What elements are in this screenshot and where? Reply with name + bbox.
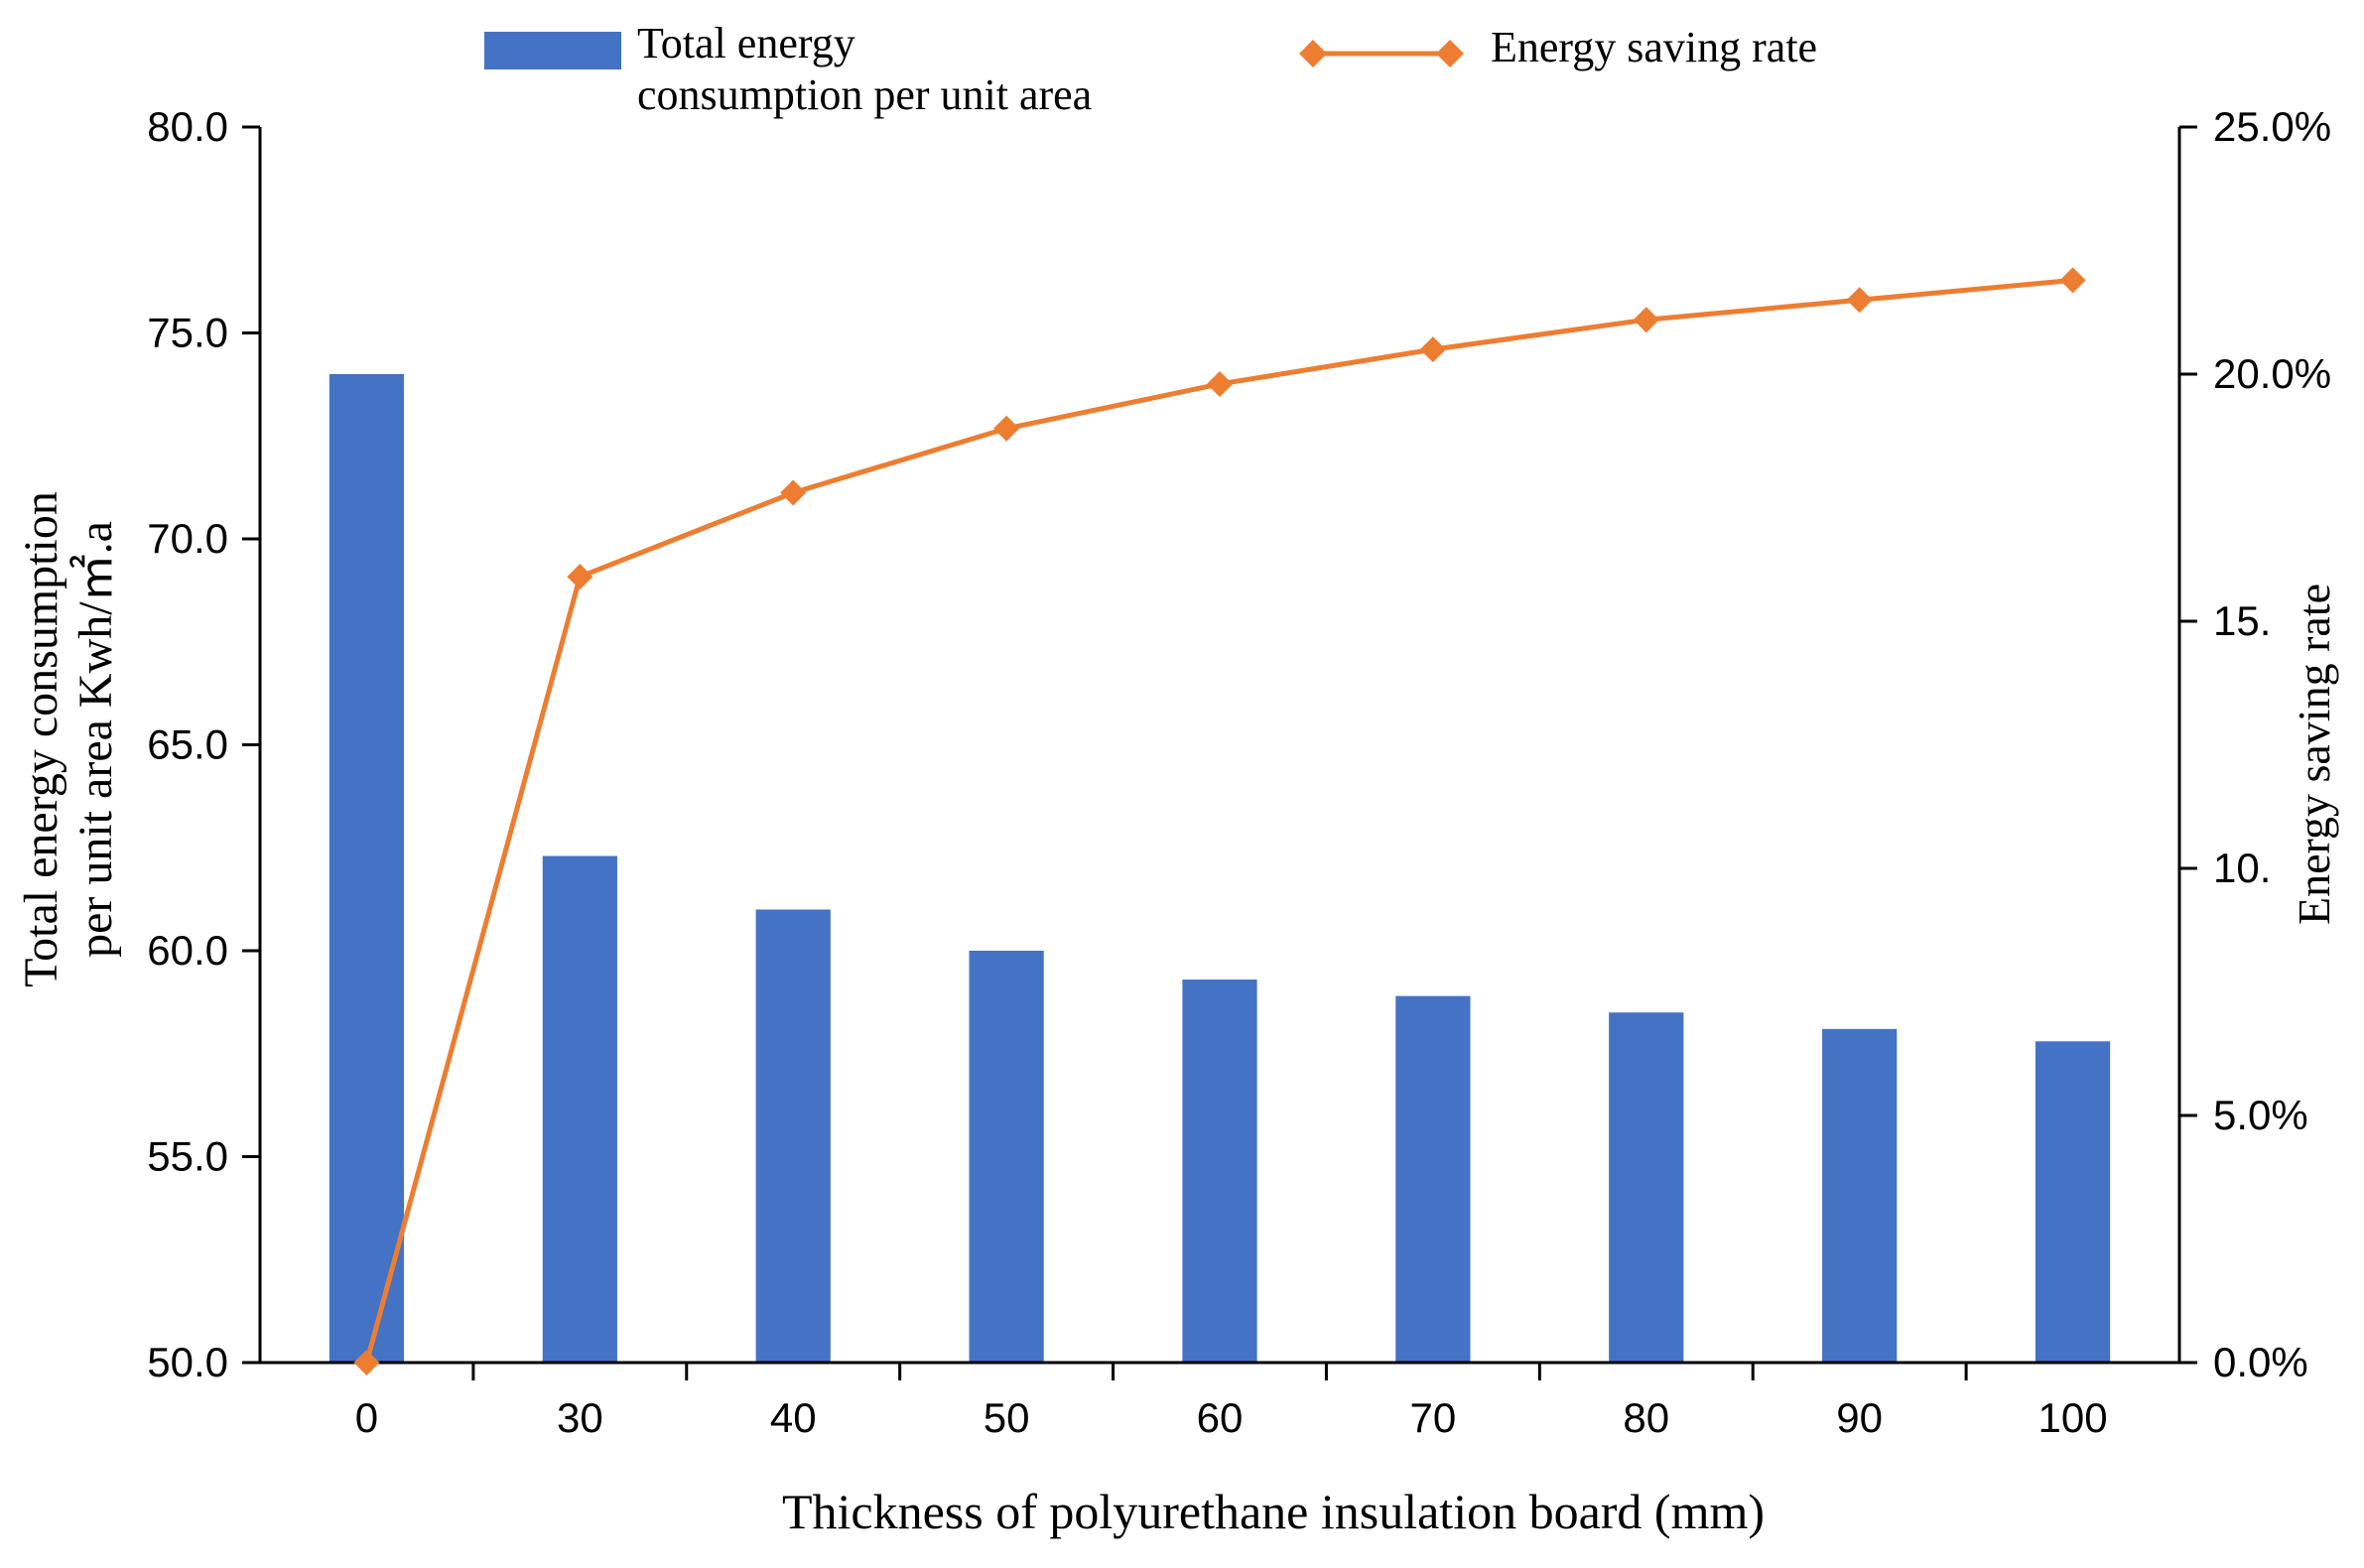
legend: Total energy consumption per unit area E… bbox=[484, 19, 1817, 119]
x-tick-label: 0 bbox=[355, 1394, 378, 1441]
line-point-30 bbox=[567, 564, 593, 590]
bar-50 bbox=[969, 951, 1044, 1363]
x-tick-label: 30 bbox=[557, 1394, 603, 1441]
line-point-50 bbox=[993, 415, 1020, 442]
y-right-tick-label: 0.0% bbox=[2213, 1339, 2308, 1385]
bar-0 bbox=[328, 374, 405, 1363]
axes: 50.0 55.0 60.0 65.0 70.0 75.0 80.0 0.0% 5.0% 10. 1… bbox=[147, 103, 2331, 1441]
line-point-100 bbox=[2059, 267, 2086, 294]
y-left-tick-label: 55.0 bbox=[147, 1133, 228, 1180]
y-right-tick-label: 25.0% bbox=[2213, 103, 2331, 150]
line-point-40 bbox=[780, 479, 807, 506]
line-point-90 bbox=[1846, 287, 1873, 314]
line-point-60 bbox=[1207, 370, 1233, 397]
x-tick-label: 40 bbox=[770, 1394, 817, 1441]
x-tick-label: 80 bbox=[1623, 1394, 1669, 1441]
y-right-tick-label: 15. bbox=[2213, 597, 2271, 644]
y-right-tick-label: 20.0% bbox=[2213, 350, 2331, 397]
x-tick-label: 90 bbox=[1836, 1394, 1883, 1441]
y-axis-right-title: Energy saving rate bbox=[2289, 584, 2339, 925]
y-left-tick-label: 60.0 bbox=[147, 927, 228, 974]
bar-70 bbox=[1395, 995, 1471, 1363]
y-left-tick-label: 65.0 bbox=[147, 721, 228, 768]
legend-bar-label-line1: Total energy bbox=[637, 19, 855, 67]
x-axis-title: Thickness of polyurethane insulation boa… bbox=[782, 1484, 1765, 1539]
bar-30 bbox=[542, 855, 617, 1363]
bar-80 bbox=[1609, 1012, 1684, 1363]
bar-series bbox=[328, 374, 2111, 1363]
y-right-tick-label: 5.0% bbox=[2213, 1092, 2308, 1138]
legend-bar-swatch bbox=[484, 32, 621, 69]
bar-100 bbox=[2035, 1041, 2111, 1363]
legend-line-label: Energy saving rate bbox=[1491, 23, 1817, 71]
y-axis-left-title-line1: Total energy consumption bbox=[15, 491, 67, 987]
y-left-tick-label: 50.0 bbox=[147, 1339, 228, 1385]
y-left-tick-label: 70.0 bbox=[147, 515, 228, 562]
x-tick-label: 100 bbox=[2038, 1394, 2108, 1441]
x-tick-label: 70 bbox=[1410, 1394, 1457, 1441]
y-axis-left-title-line2: per unit area Kwh/㎡.a bbox=[69, 521, 122, 958]
x-tick-label: 60 bbox=[1197, 1394, 1244, 1441]
legend-line-marker-right bbox=[1436, 40, 1464, 67]
line-series bbox=[353, 267, 2086, 1375]
line-point-80 bbox=[1633, 307, 1659, 333]
bar-40 bbox=[755, 909, 831, 1363]
bar-60 bbox=[1182, 980, 1257, 1363]
line-point-70 bbox=[1419, 336, 1446, 363]
legend-bar-label-line2: consumption per unit area bbox=[637, 70, 1092, 119]
y-right-tick-label: 10. bbox=[2213, 845, 2271, 891]
y-left-tick-label: 75.0 bbox=[147, 310, 228, 356]
legend-line-marker-left bbox=[1299, 40, 1327, 67]
y-left-tick-label: 80.0 bbox=[147, 103, 228, 150]
x-tick-label: 50 bbox=[984, 1394, 1030, 1441]
bar-90 bbox=[1822, 1028, 1898, 1363]
line-point-0 bbox=[353, 1350, 380, 1375]
